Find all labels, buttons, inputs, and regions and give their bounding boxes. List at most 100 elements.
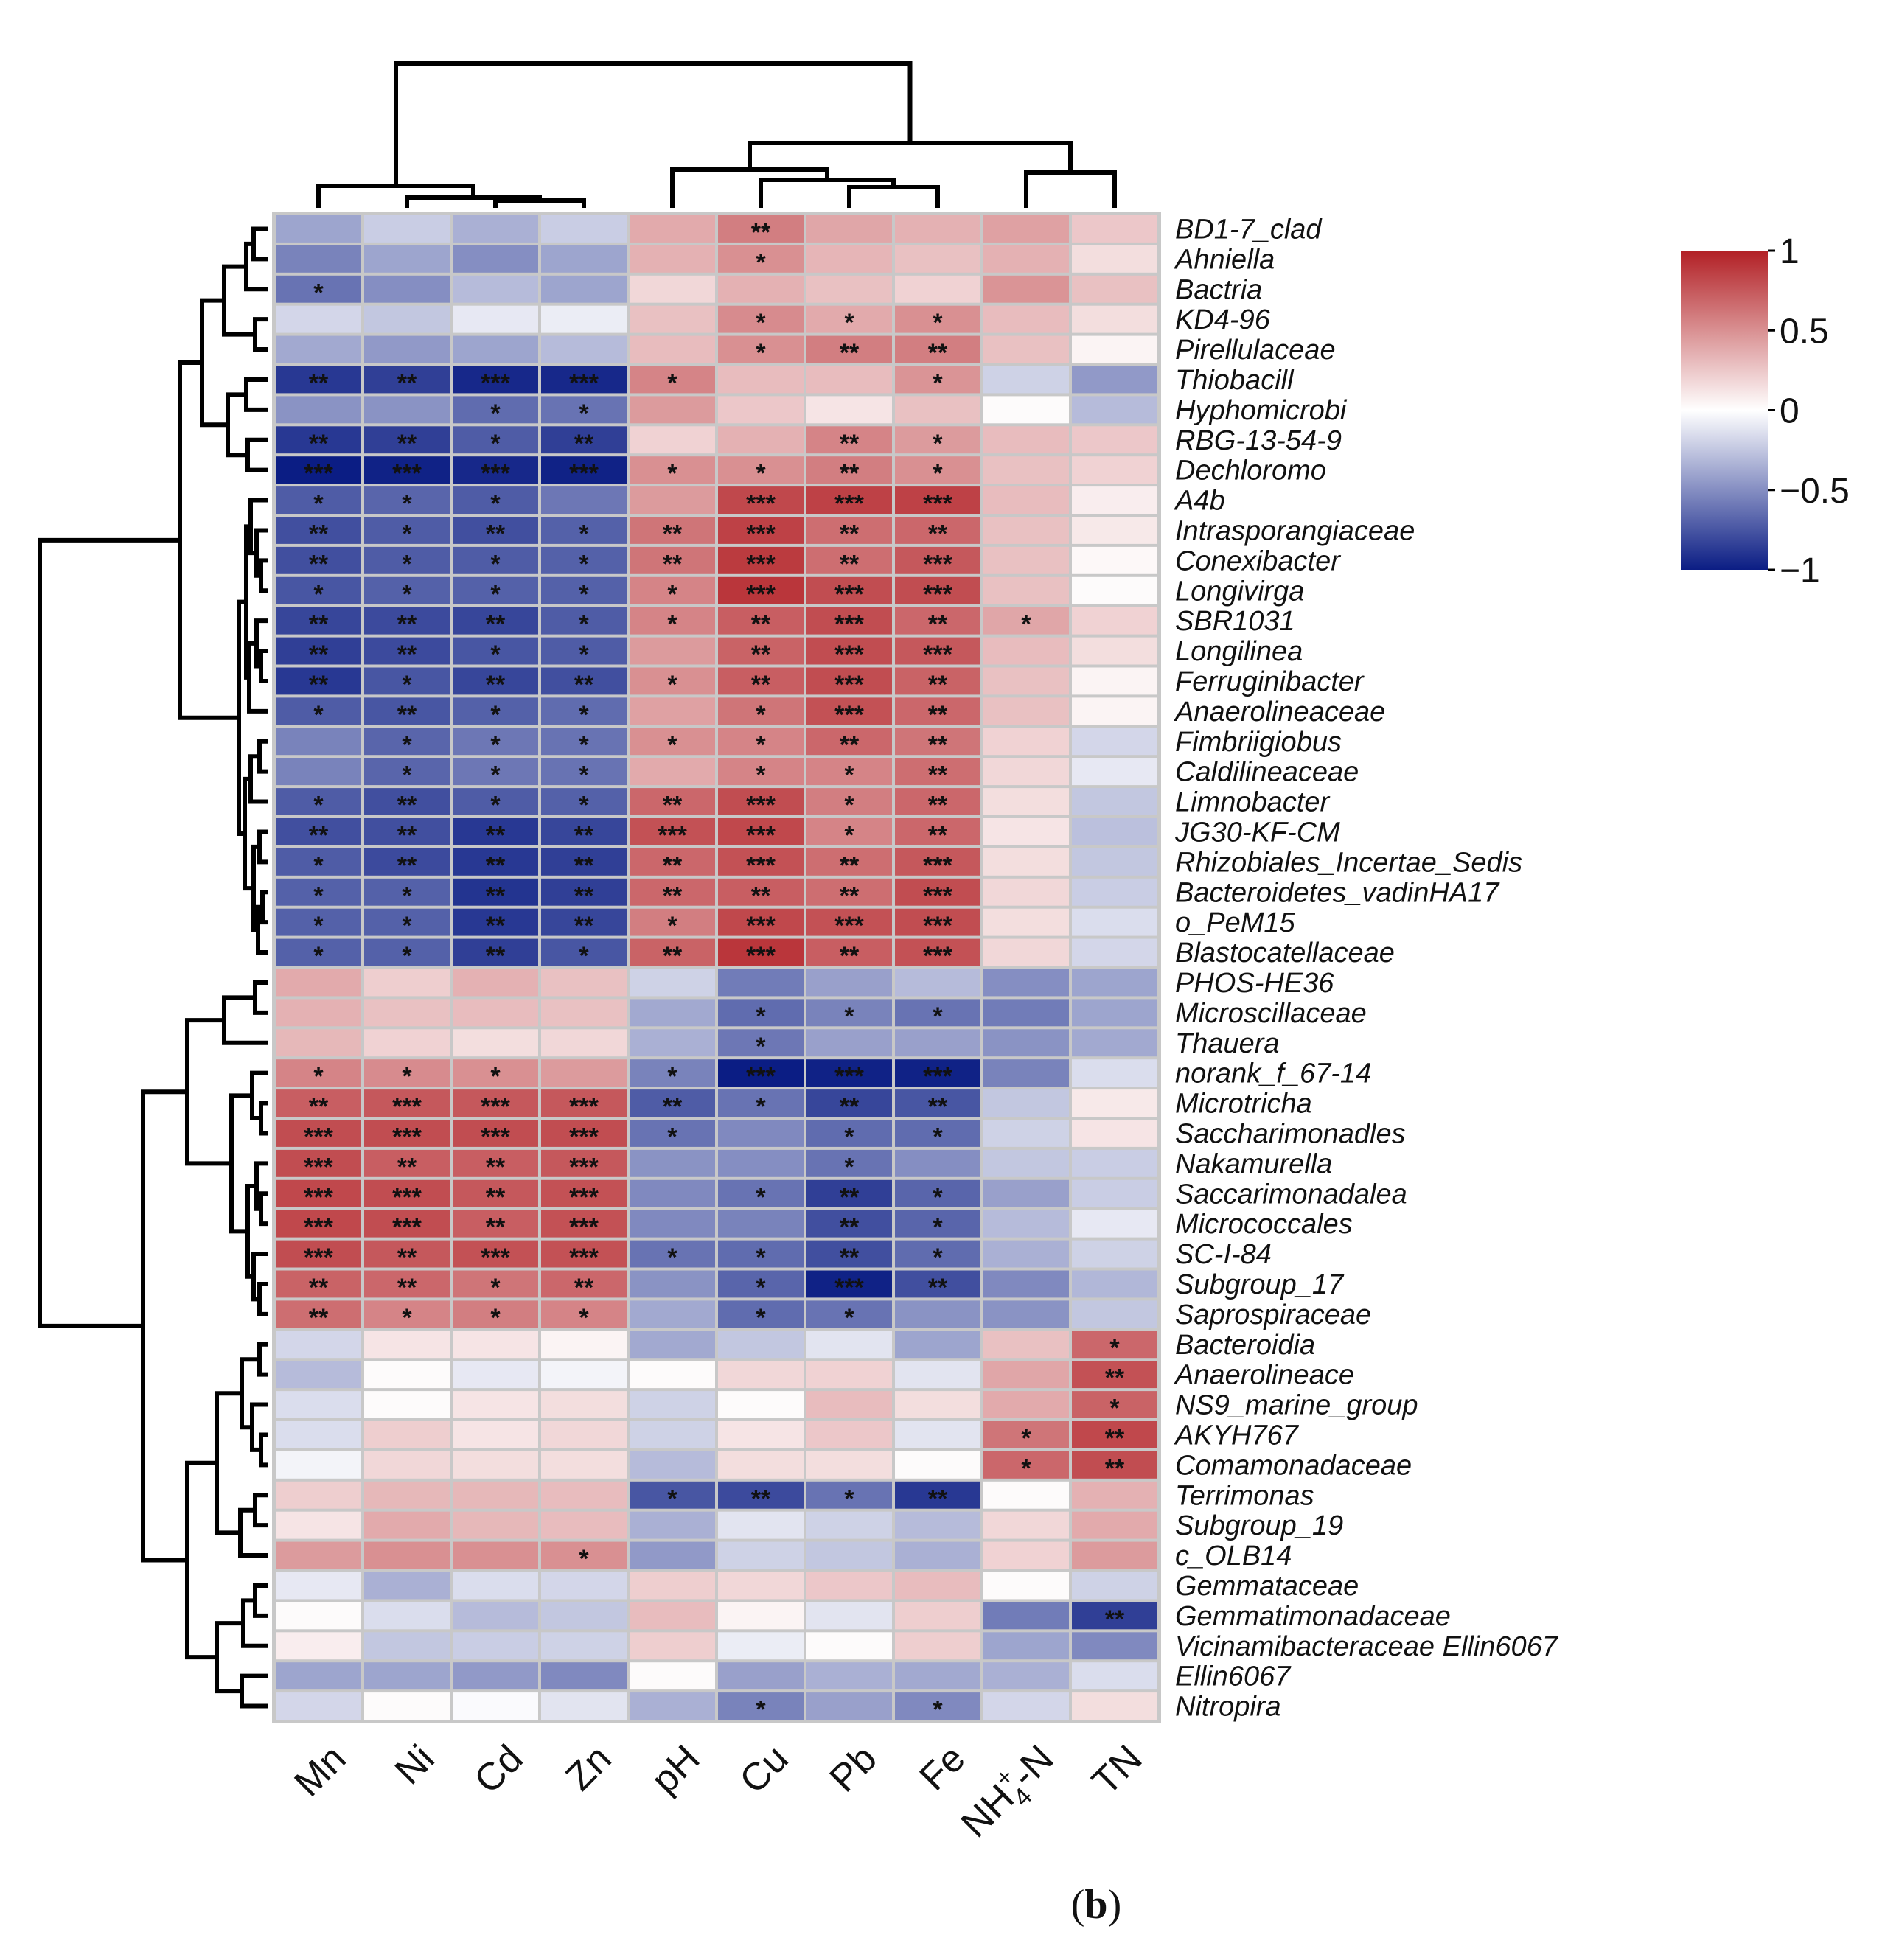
dendrogram-branch [253,980,268,1015]
heatmap-cell [630,1179,715,1207]
heatmap-cell [895,1331,980,1359]
heatmap-cell [276,305,361,333]
heatmap-cell [718,1692,804,1720]
heatmap-cell [630,396,715,424]
heatmap-cell [718,908,804,936]
heatmap-cell [364,396,450,424]
heatmap-cell [895,426,980,454]
row-label: Blastocatellaceae [1175,938,1395,969]
heatmap-cell [983,667,1069,695]
heatmap-cell [453,305,538,333]
heatmap-cell [718,1029,804,1057]
significance-mark: * [579,792,589,820]
heatmap-cell [541,637,627,665]
heatmap-cell [806,788,892,815]
row-label: Ferruginibacter [1175,666,1365,697]
significance-mark: *** [481,1123,510,1151]
heatmap-cell [1072,1029,1157,1057]
significance-mark: * [313,792,324,820]
heatmap-cell [718,667,804,695]
dendrogram-branch [1024,170,1117,208]
heatmap-cell [718,818,804,845]
heatmap-cell [718,1481,804,1509]
heatmap-cell [364,517,450,544]
heatmap-cell [718,1149,804,1177]
significance-mark: ** [309,369,329,397]
heatmap-cell [276,1572,361,1600]
significance-mark: ** [928,731,948,759]
heatmap-cell [541,1451,627,1479]
significance-mark: ** [751,882,771,910]
heatmap-cell [630,758,715,786]
dendrogram-branch [222,995,268,1045]
heatmap-cell [806,1541,892,1569]
heatmap-cell [630,245,715,273]
heatmap-cell [806,456,892,484]
significance-mark: ** [840,460,860,488]
heatmap-cell [983,758,1069,786]
heatmap-cell [630,1120,715,1147]
dendrogram-branch [260,890,268,925]
heatmap-cell [276,576,361,604]
heatmap-cell [718,728,804,756]
heatmap-cell [806,1662,892,1690]
heatmap-cell [276,637,361,665]
significance-mark: ** [486,821,506,849]
heatmap-cell [364,1149,450,1177]
heatmap-cell [983,848,1069,876]
significance-mark: ** [486,1153,506,1181]
heatmap-cell [453,1029,538,1057]
row-label: BD1-7_clad [1175,214,1323,245]
significance-mark: * [667,1123,677,1151]
heatmap-cell [630,1632,715,1660]
row-label: Longilinea [1175,636,1303,667]
significance-mark: *** [392,460,422,488]
heatmap-cell [895,1662,980,1690]
heatmap-cell [630,486,715,514]
heatmap-cell [806,848,892,876]
significance-mark: ** [397,701,417,729]
heatmap-cell [541,1572,627,1600]
heatmap-cell [630,546,715,574]
significance-mark: ** [751,218,771,246]
dendrogram-branch [248,498,268,556]
significance-mark: * [933,369,943,397]
color-legend: 1 0.5 0 −0.5 −1 [1681,232,1850,590]
significance-mark: ** [574,851,594,879]
significance-mark: *** [746,490,776,518]
significance-mark: * [1021,1454,1031,1482]
heatmap-cell [541,1331,627,1359]
row-label: Ahniella [1174,244,1275,275]
heatmap-cell [364,1300,450,1328]
heatmap-cell [983,1481,1069,1509]
significance-mark: *** [304,1244,333,1272]
heatmap-cell [453,969,538,997]
significance-mark: *** [304,1183,333,1211]
heatmap-cell [983,1391,1069,1418]
heatmap-cell [630,938,715,966]
row-label: JG30-KF-CM [1174,817,1340,848]
dendrogram-branch [259,558,268,593]
heatmap-cell [806,818,892,845]
significance-mark: ** [663,1093,683,1121]
heatmap-cell [806,426,892,454]
heatmap-cell [541,305,627,333]
significance-mark: ** [663,792,683,820]
significance-mark: ** [574,821,594,849]
heatmap-cell [276,1602,361,1630]
row-label: Nitropira [1175,1692,1281,1723]
row-label: Saccharimonadles [1175,1118,1406,1149]
significance-mark: *** [569,460,599,488]
heatmap-cell [983,546,1069,574]
heatmap-cell [718,848,804,876]
heatmap-cell [541,938,627,966]
heatmap-cell [983,1572,1069,1600]
heatmap-cell [453,1240,538,1268]
heatmap-cell [541,1481,627,1509]
heatmap-cell [806,1391,892,1418]
significance-mark: * [490,1063,501,1091]
heatmap-cell [718,275,804,303]
heatmap-cell [364,1481,450,1509]
heatmap-cell [806,938,892,966]
heatmap-cell [806,1481,892,1509]
